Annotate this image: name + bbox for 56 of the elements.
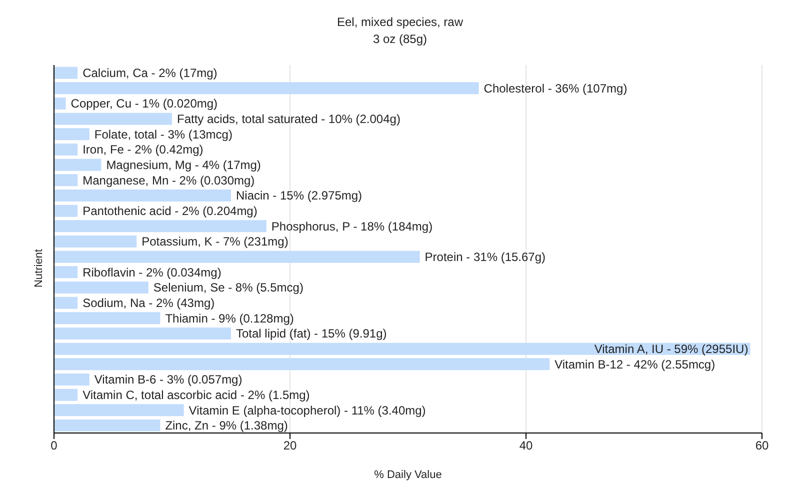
bar (54, 236, 137, 248)
chart-title: Eel, mixed species, raw (336, 14, 464, 31)
y-tick-label: Potassium, K - 7% (231mg) (142, 234, 288, 249)
bar (54, 358, 550, 370)
y-tick-label: Fatty acids, total saturated - 10% (2.004g) (177, 112, 400, 126)
bar (54, 250, 420, 263)
x-axis-title: % Daily Value (374, 469, 442, 481)
y-tick-label: Vitamin B-12 - 42% (2.55mcg) (554, 357, 716, 372)
y-tick-label: Pantothenic acid - 2% (0.204mg) (82, 204, 258, 218)
y-tick-label: Calcium, Ca - 2% (17mg) (82, 66, 218, 80)
y-tick-label: Total lipid (fat) - 15% (9.91g) (236, 326, 387, 341)
bar (54, 158, 102, 171)
y-tick-label: Riboflavin - 2% (0.034mg) (82, 265, 222, 280)
y-tick-label: Vitamin A, IU - 59% (2955IU) (594, 342, 748, 356)
y-tick-label: Vitamin E (alpha-tocopherol) - 11% (3.40mg) (188, 403, 426, 418)
y-tick-label: Vitamin C, total ascorbic acid - 2% (1.5mg) (82, 388, 310, 402)
y-tick-label: Folate, total - 3% (13mcg) (94, 127, 232, 142)
y-tick-label: Vitamin B-6 - 3% (0.057mg) (94, 372, 242, 387)
x-tick-label: 0 (50, 438, 58, 453)
x-tick-label: 20 (283, 438, 297, 453)
bar (54, 328, 231, 340)
y-tick-label: Manganese, Mn - 2% (0.030mg) (82, 173, 255, 188)
bar (54, 98, 66, 110)
bar (54, 66, 78, 79)
chart-subtitle: 3 oz (85g) (372, 31, 428, 48)
bar (54, 312, 160, 324)
y-tick-label: Copper, Cu - 1% (0.020mg) (70, 96, 218, 111)
bar (54, 128, 90, 140)
bar (54, 404, 184, 416)
y-tick-label: Thiamin - 9% (0.128mg) (165, 311, 294, 326)
bar (54, 174, 78, 186)
bar (54, 204, 78, 217)
bar (54, 112, 172, 125)
bar (54, 282, 148, 294)
y-tick-label: Magnesium, Mg - 4% (17mg) (106, 158, 261, 172)
y-tick-label: Sodium, Na - 2% (43mg) (82, 296, 215, 310)
bar (54, 220, 266, 232)
bar (54, 296, 78, 309)
y-tick-label: Niacin - 15% (2.975mg) (236, 188, 362, 203)
bar (54, 374, 90, 386)
y-tick-label: Protein - 31% (15.67g) (424, 250, 546, 264)
bar (54, 82, 479, 94)
y-tick-label: Phosphorus, P - 18% (184mg) (271, 219, 433, 234)
y-tick-label: Selenium, Se - 8% (5.5mcg) (153, 280, 304, 295)
bar (54, 190, 231, 202)
bar (54, 144, 78, 156)
x-tick-label: 60 (755, 438, 769, 453)
bar (54, 266, 78, 278)
bar (54, 342, 750, 355)
y-tick-label: Cholesterol - 36% (107mg) (484, 81, 628, 96)
x-tick-label: 40 (519, 438, 533, 453)
bar (54, 420, 160, 432)
y-axis-title: Nutrient (32, 249, 45, 288)
bar (54, 388, 78, 401)
y-tick-label: Iron, Fe - 2% (0.42mg) (82, 142, 204, 157)
y-tick-label: Zinc, Zn - 9% (1.38mg) (165, 418, 288, 433)
